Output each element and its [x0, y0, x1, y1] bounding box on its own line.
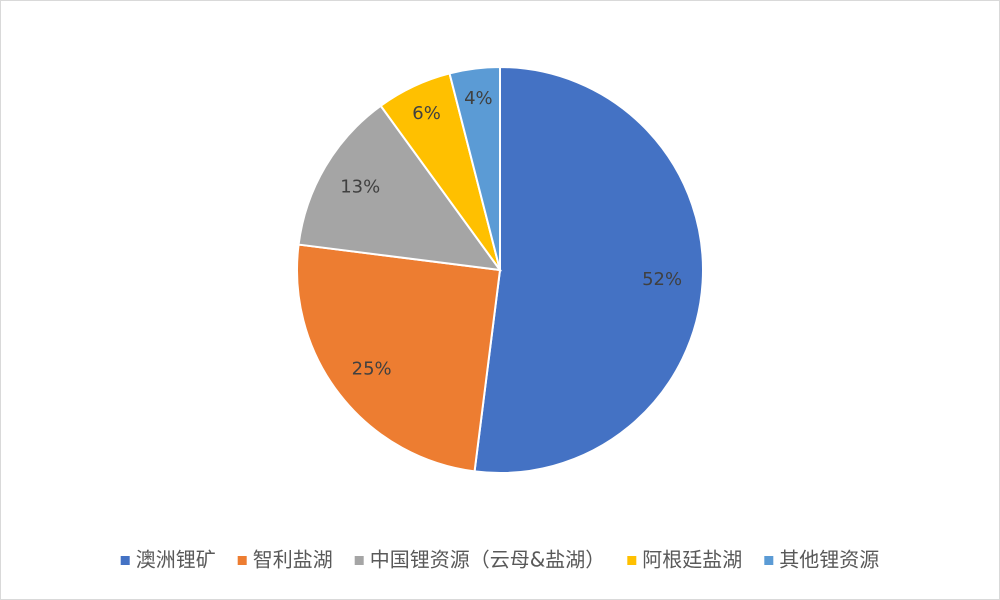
pie-slice: [448, 65, 501, 271]
legend-swatch: [764, 556, 774, 565]
data-label: 6%: [412, 103, 441, 124]
legend-swatch: [120, 556, 130, 565]
legend-swatch: [354, 556, 364, 565]
pie-slice: [297, 104, 503, 272]
data-label: 25%: [352, 359, 392, 380]
legend-swatch: [627, 556, 637, 565]
legend-label: 其他锂资源: [779, 548, 879, 572]
legend-label: 中国锂资源（云母&盐湖）: [370, 548, 606, 572]
legend-label: 阿根廷盐湖: [642, 548, 742, 572]
legend-swatch: [237, 556, 247, 565]
legend: 澳洲锂矿 智利盐湖 中国锂资源（云母&盐湖） 阿根廷盐湖 其他锂资源: [120, 548, 879, 572]
data-label: 13%: [340, 176, 380, 197]
pie-slice: [473, 65, 704, 474]
legend-label: 澳洲锂矿: [136, 548, 216, 572]
data-label: 4%: [464, 88, 493, 109]
legend-label: 智利盐湖: [253, 548, 333, 572]
data-label: 52%: [642, 269, 682, 290]
pie-slice: [296, 243, 502, 473]
